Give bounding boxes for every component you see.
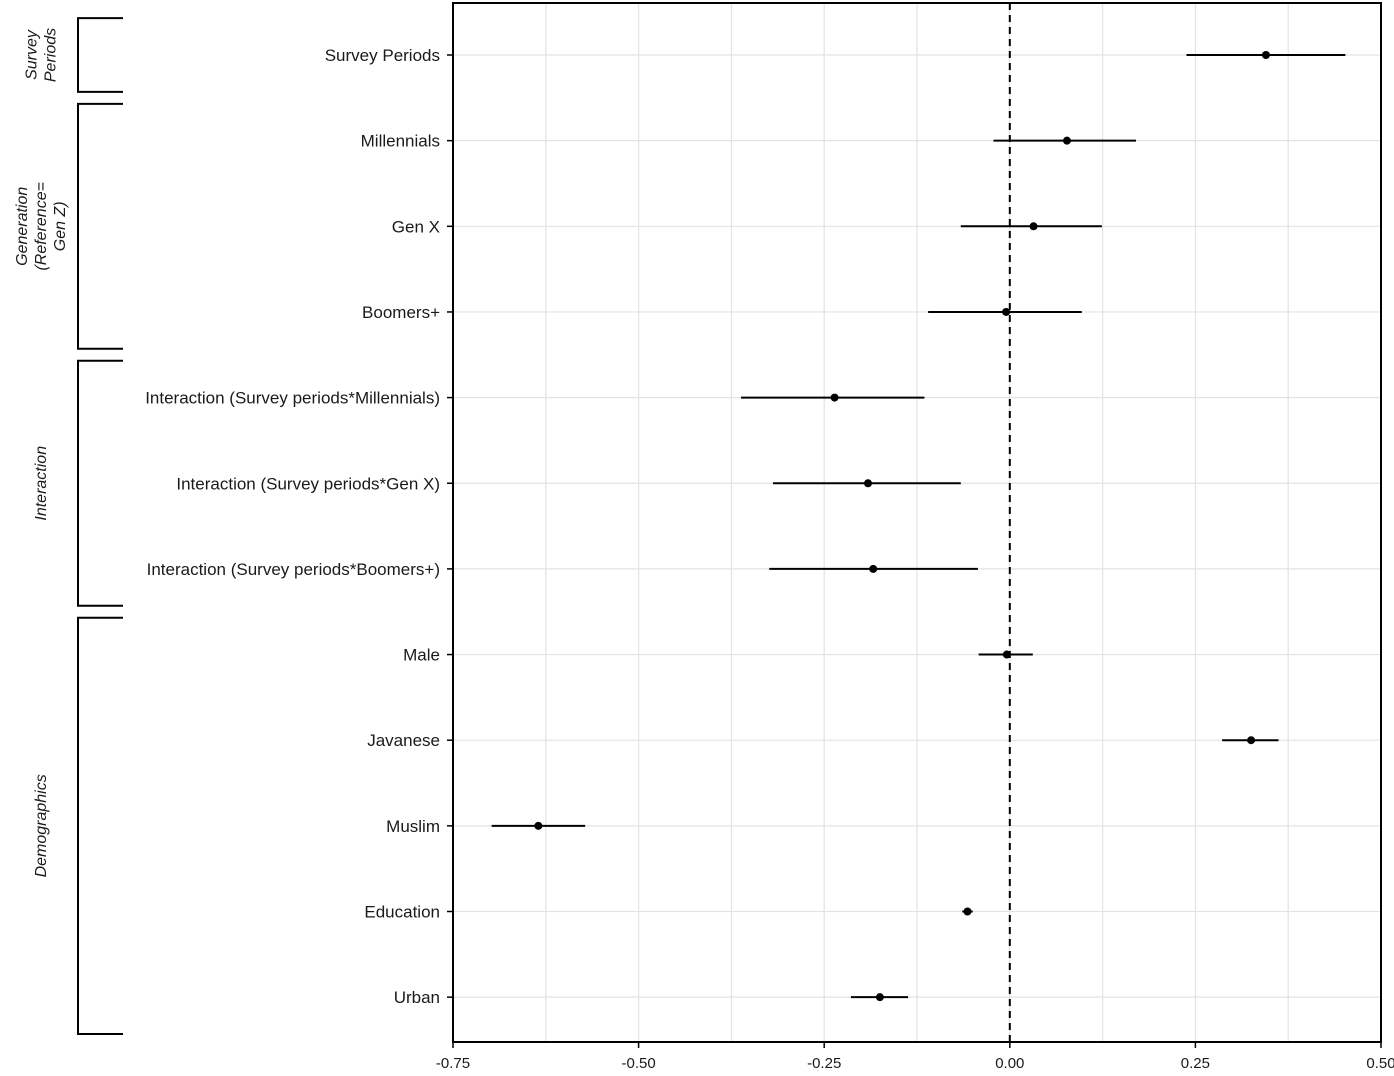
row-label: Male bbox=[403, 646, 440, 665]
point-estimate bbox=[534, 821, 543, 830]
group-label-line: Interaction bbox=[33, 446, 50, 521]
point-estimate bbox=[1002, 307, 1011, 316]
x-tick-label: -0.75 bbox=[436, 1055, 470, 1072]
row-label: Boomers+ bbox=[362, 303, 440, 322]
group-brackets: Survey Periods Generation (Reference= Gen Z)… bbox=[14, 17, 123, 1035]
row-label: Gen X bbox=[392, 217, 440, 236]
point-estimate bbox=[1261, 51, 1270, 59]
point-estimate bbox=[1029, 222, 1038, 231]
group-label: Demographics bbox=[33, 774, 50, 877]
x-axis: -0.75 -0.50 -0.25 0.00 0.25 0.50 bbox=[436, 54, 1394, 1072]
marks bbox=[491, 3, 1346, 1042]
group-label-line: (Reference= bbox=[33, 182, 50, 270]
group-label: Interaction bbox=[33, 446, 50, 521]
row-label: Survey Periods bbox=[325, 46, 440, 65]
row-label: Millennials bbox=[361, 132, 440, 151]
row-label: Interaction (Survey periods*Gen X) bbox=[176, 474, 440, 493]
group-bracket bbox=[77, 359, 123, 607]
grid bbox=[452, 3, 1382, 1042]
group-bracket bbox=[77, 102, 123, 350]
row-label: Muslim bbox=[386, 817, 440, 836]
group-label-line: Demographics bbox=[33, 774, 50, 877]
row-labels: Survey Periods Millennials Gen X Boomers+ In… bbox=[145, 46, 440, 1007]
x-tick-label: 0.00 bbox=[995, 1055, 1024, 1072]
x-tick-label: 0.25 bbox=[1181, 1055, 1210, 1072]
group-label-line: Periods bbox=[43, 28, 60, 82]
x-tick-label: 0.50 bbox=[1366, 1055, 1394, 1072]
point-estimate bbox=[830, 393, 839, 402]
group-label: Generation (Reference= Gen Z) bbox=[14, 182, 69, 270]
row-label: Urban bbox=[394, 988, 440, 1007]
x-tick-label: -0.25 bbox=[807, 1055, 841, 1072]
point-estimate bbox=[963, 907, 972, 916]
group-label-line: Generation bbox=[14, 187, 31, 266]
point-estimate bbox=[875, 993, 884, 1002]
row-label: Education bbox=[364, 903, 440, 922]
row-label: Interaction (Survey periods*Millennials) bbox=[145, 389, 440, 408]
x-tick-label: -0.50 bbox=[621, 1055, 655, 1072]
point-estimate bbox=[1247, 736, 1256, 745]
group-label: Survey Periods bbox=[24, 28, 60, 82]
group-label-line: Gen Z) bbox=[52, 201, 69, 251]
point-estimate bbox=[1062, 136, 1071, 145]
plot-panel-border bbox=[452, 2, 1382, 1043]
row-label: Interaction (Survey periods*Boomers+) bbox=[147, 560, 440, 579]
group-bracket bbox=[77, 616, 123, 1035]
point-estimate bbox=[869, 564, 878, 573]
group-label-line: Survey bbox=[24, 29, 41, 80]
point-estimate bbox=[864, 479, 873, 488]
row-label: Javanese bbox=[367, 731, 440, 750]
group-bracket bbox=[77, 17, 123, 93]
point-estimate bbox=[1002, 650, 1011, 659]
